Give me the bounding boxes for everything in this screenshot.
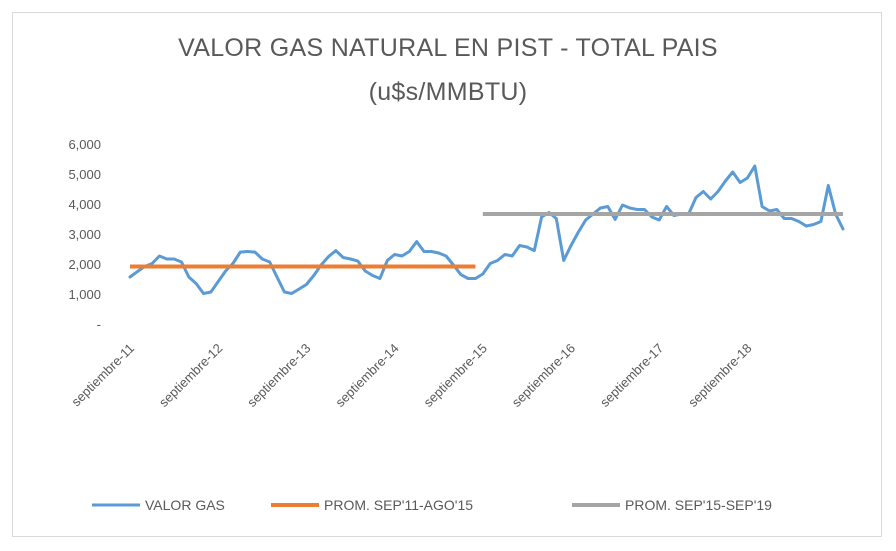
- x-tick-label: septiembre-15: [421, 341, 490, 410]
- x-axis-ticks: septiembre-11 septiembre-12 septiembre-13 s…: [68, 341, 754, 410]
- y-tick-label: 5,000: [68, 167, 101, 182]
- y-axis-ticks: - 1,000 2,000 3,000 4,000 5,000 6,000: [68, 137, 101, 332]
- series-line-valor-gas: [128, 164, 845, 295]
- chart-title-line2: (u$s/MMBTU): [368, 78, 528, 106]
- x-tick-label: septiembre-16: [509, 341, 578, 410]
- y-tick-label: 2,000: [68, 257, 101, 272]
- y-tick-label: 3,000: [68, 227, 101, 242]
- y-tick-label: 4,000: [68, 197, 101, 212]
- legend-label: VALOR GAS: [145, 497, 225, 513]
- x-tick-label: septiembre-13: [244, 341, 313, 410]
- legend-label: PROM. SEP'11-AGO'15: [324, 497, 473, 513]
- x-tick-label: septiembre-14: [332, 341, 401, 410]
- chart-legend: VALOR GAS PROM. SEP'11-AGO'15 PROM. SEP'15…: [92, 497, 772, 513]
- x-tick-label: septiembre-11: [68, 341, 137, 410]
- chart-title-line1: VALOR GAS NATURAL EN PIST - TOTAL PAIS: [178, 34, 718, 62]
- y-tick-label: 1,000: [68, 287, 101, 302]
- x-tick-label: septiembre-12: [156, 341, 225, 410]
- x-tick-label: septiembre-17: [597, 341, 666, 410]
- legend-label: PROM. SEP'15-SEP'19: [625, 497, 772, 513]
- x-tick-label: septiembre-18: [685, 341, 754, 410]
- chart-frame: [12, 12, 882, 537]
- y-tick-label: 6,000: [68, 137, 101, 152]
- chart-series: [128, 164, 845, 295]
- y-tick-label: -: [97, 317, 101, 332]
- chart-title: VALOR GAS NATURAL EN PIST - TOTAL PAIS (…: [0, 26, 896, 114]
